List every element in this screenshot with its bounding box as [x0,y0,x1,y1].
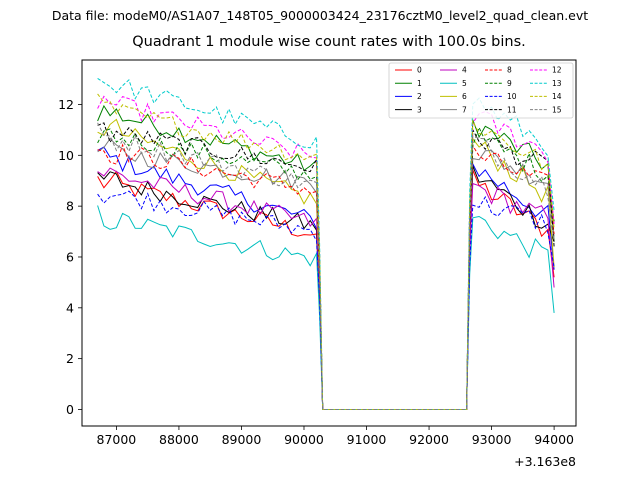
series-line-5 [97,205,555,410]
y-tick-label: 2 [66,351,74,366]
legend-label-3: 3 [417,105,422,114]
series-line-8 [97,143,555,410]
legend-label-6: 6 [462,92,467,101]
y-axis: 0 2 4 6 8 10 12 [58,97,82,417]
series-line-1 [97,104,555,410]
x-tick-label: 87000 [97,432,137,447]
series-line-9 [97,126,555,410]
x-tick-label: 91000 [347,432,387,447]
legend-label-14: 14 [552,92,562,101]
y-tick-label: 10 [58,148,74,163]
legend-label-8: 8 [507,66,512,75]
series-line-10 [97,190,555,410]
series-line-11 [97,122,555,410]
x-offset-label: +3.163e8 [514,454,576,469]
x-tick-label: 93000 [472,432,512,447]
x-axis: 87000 88000 89000 90000 91000 92000 93000 94000 [97,426,574,447]
series-line-0 [97,169,555,410]
legend-label-15: 15 [552,105,562,114]
series-line-2 [97,146,555,410]
legend-label-7: 7 [462,105,467,114]
series-line-6 [97,118,555,410]
y-tick-label: 0 [66,402,74,417]
y-tick-label: 12 [58,97,74,112]
y-tick-label: 4 [66,300,74,315]
series-line-13 [97,77,555,410]
legend-label-0: 0 [417,66,422,75]
series-line-12 [97,95,555,410]
legend-label-1: 1 [417,79,422,88]
series-line-3 [97,165,555,410]
chart-title: Quadrant 1 module wise count rates with … [132,34,526,50]
legend-label-11: 11 [507,105,517,114]
legend-label-5: 5 [462,79,467,88]
legend-label-10: 10 [507,92,517,101]
y-tick-label: 6 [66,249,74,264]
plot-area [97,77,555,410]
series-line-7 [97,137,555,410]
x-tick-label: 90000 [284,432,324,447]
legend-label-2: 2 [417,92,422,101]
x-tick-label: 92000 [409,432,449,447]
series-line-4 [97,167,555,410]
x-tick-label: 89000 [222,432,262,447]
x-tick-label: 94000 [534,432,574,447]
legend-label-4: 4 [462,66,467,75]
legend-box [388,62,574,119]
series-line-14 [97,93,555,410]
axes-frame [81,59,577,427]
x-tick-label: 88000 [159,432,199,447]
figure-suptitle: Data file: modeM0/AS1A07_148T05_90000034… [51,8,589,23]
legend-label-13: 13 [552,79,562,88]
series-line-15 [97,122,555,410]
legend-label-9: 9 [507,79,512,88]
legend-label-12: 12 [552,66,562,75]
y-tick-label: 8 [66,199,74,214]
